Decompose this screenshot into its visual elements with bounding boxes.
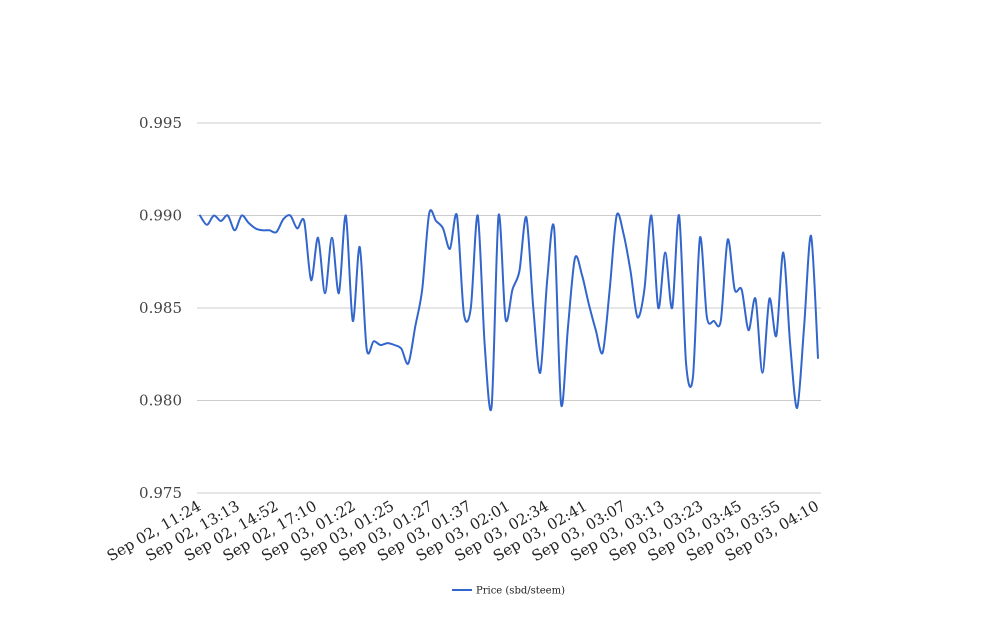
y-axis-ticks: 0.995 0.990 0.985 0.980 0.975 [139,114,182,502]
series-layer [199,209,819,412]
y-tick-label: 0.980 [139,392,182,410]
y-tick-label: 0.995 [139,114,182,132]
y-tick-label: 0.985 [139,299,182,317]
legend[interactable]: Price (sbd/steem) [452,586,565,597]
y-tick-label: 0.975 [139,484,182,502]
y-tick-label: 0.990 [139,207,182,225]
series-line-price [199,209,819,412]
legend-label: Price (sbd/steem) [476,586,565,597]
